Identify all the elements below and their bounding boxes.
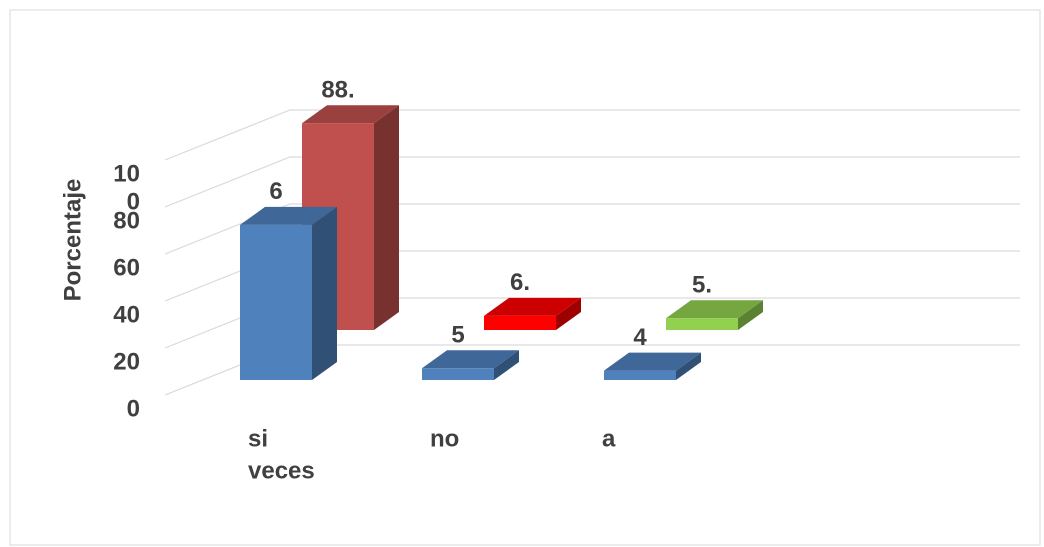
bar-top: [240, 206, 337, 225]
bar: [422, 368, 494, 380]
bar-top: [422, 350, 519, 369]
y-tick-label: 80: [113, 207, 140, 234]
y-tick-label: 20: [113, 348, 140, 375]
bar-side: [494, 350, 519, 380]
bar: [666, 318, 738, 330]
bar-side: [676, 352, 701, 380]
grid-line: [164, 156, 1020, 208]
x-tick-label: a: [602, 425, 616, 452]
bar-top: [484, 297, 581, 316]
bar: [484, 315, 556, 330]
data-label: 6.: [510, 269, 530, 296]
y-tick-label: 10: [113, 160, 140, 187]
y-tick-label-wrap: 0: [127, 188, 140, 215]
bar-top: [604, 352, 701, 371]
x-tick-label: si: [248, 425, 268, 452]
y-tick-label: 40: [113, 301, 140, 328]
y-tick-label: 60: [113, 254, 140, 281]
data-label: 5.: [692, 272, 712, 299]
x-tick-label-wrap: veces: [248, 457, 315, 484]
bar-side: [374, 105, 399, 330]
data-label: 88.: [321, 77, 354, 104]
y-tick-label: 0: [127, 395, 140, 422]
bar-top: [666, 300, 763, 319]
chart-frame: [9, 9, 1041, 546]
bar: [240, 224, 312, 380]
x-tick-label: no: [430, 425, 459, 452]
data-label: 5: [451, 322, 464, 349]
bar-side: [556, 297, 581, 330]
grid-line: [164, 203, 1020, 255]
bar-side: [312, 206, 337, 380]
bar-side: [738, 300, 763, 330]
grid-line: [164, 109, 1020, 161]
bar: [604, 370, 676, 380]
y-axis-title: Porcentaje: [59, 179, 86, 302]
bar-top: [302, 105, 399, 124]
data-label: 6: [269, 178, 282, 205]
data-label: 4: [633, 324, 647, 351]
